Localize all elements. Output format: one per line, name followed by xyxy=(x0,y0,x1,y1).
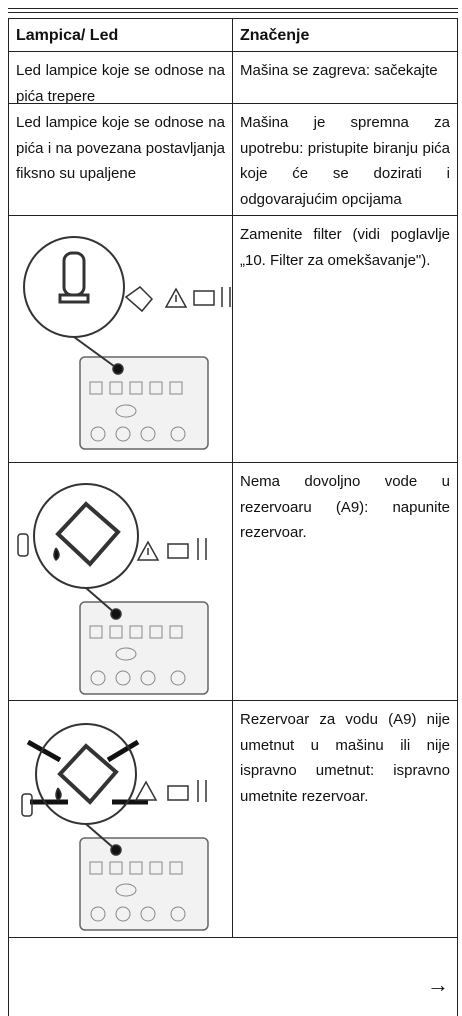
cell: Rezervoar za vodu (A9) nije umetnut u ma… xyxy=(232,700,458,937)
footer-cell: → xyxy=(8,937,458,1016)
cell: Nema dovoljno vode u rezervoaru (A9): na… xyxy=(232,462,458,700)
rule xyxy=(8,12,458,13)
next-arrow: → xyxy=(427,972,449,997)
image-cell xyxy=(8,215,232,462)
cell: Mašina se zagreva: sačekajte xyxy=(232,51,458,103)
illustration xyxy=(17,483,209,695)
header-cell: Značenje xyxy=(232,18,458,51)
cell: Zamenite filter (vidi poglavlje „10. Fil… xyxy=(232,215,458,462)
illustration xyxy=(23,236,231,450)
header-cell: Lampica/ Led xyxy=(8,18,232,51)
cell: Led lampice koje se odnose na pića trepe… xyxy=(8,51,232,105)
cell: Mašina je spremna za upotrebu: pristupit… xyxy=(232,103,458,215)
rule xyxy=(8,8,458,9)
cell: Led lampice koje se odnose na pića i na … xyxy=(8,103,232,215)
image-cell xyxy=(8,462,232,700)
image-cell xyxy=(8,700,232,937)
illustration xyxy=(21,723,209,931)
